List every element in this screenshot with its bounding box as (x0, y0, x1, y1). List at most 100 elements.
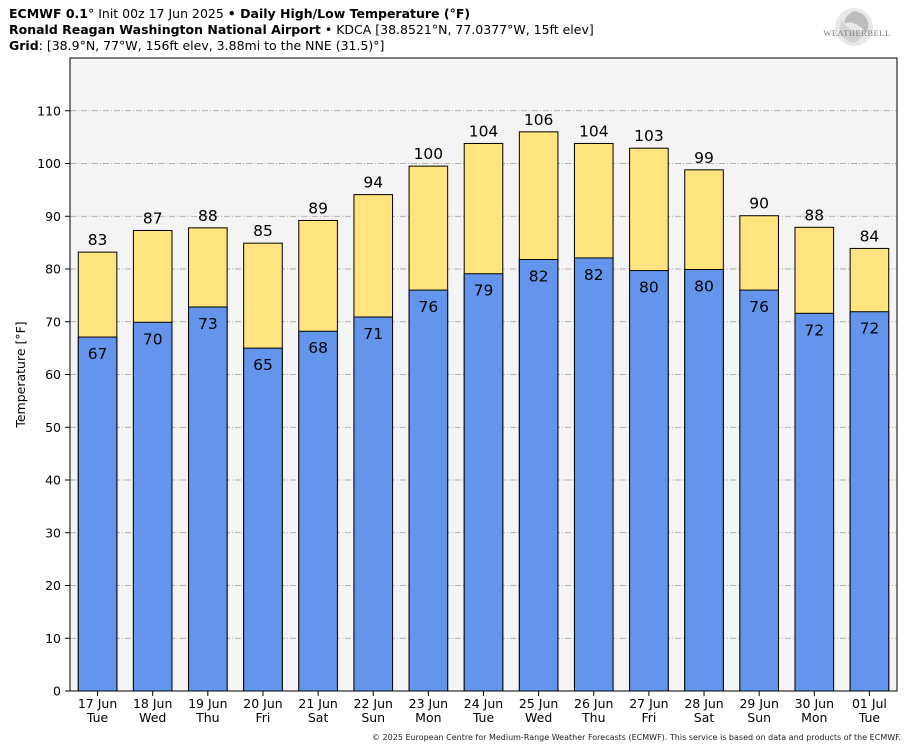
low-temp-bar (353, 316, 394, 692)
low-temp-bar (132, 321, 173, 692)
low-temp-label: 65 (253, 356, 273, 374)
low-temp-bar (573, 257, 614, 692)
y-axis: 0 10 20 30 40 50 60 70 80 90 100 110 (37, 103, 70, 699)
x-tick-day: Fri (641, 710, 656, 725)
init-time: Init 00z 17 Jun 2025 (94, 6, 228, 21)
x-tick-date: 26 Jun (574, 696, 613, 711)
y-tick-label: 10 (45, 631, 61, 646)
y-axis-label: Temperature [°F] (13, 321, 28, 428)
x-tick-date: 21 Jun (298, 696, 337, 711)
x-tick-day: Sun (747, 710, 771, 725)
x-tick-date: 28 Jun (684, 696, 723, 711)
high-temp-label: 87 (143, 209, 163, 227)
low-temp-label: 67 (88, 345, 108, 363)
low-temp-label: 80 (694, 278, 714, 296)
low-temp-bar (684, 269, 724, 692)
high-temp-label: 85 (253, 222, 273, 240)
x-tick-day: Fri (256, 710, 271, 725)
low-temp-bar (188, 306, 228, 692)
y-tick-label: 60 (45, 367, 61, 382)
x-tick-day: Tue (858, 710, 881, 725)
bar-layer (77, 131, 890, 692)
y-tick-label: 20 (45, 578, 61, 593)
low-temp-label: 73 (198, 315, 218, 333)
low-temp-label: 71 (363, 325, 383, 343)
logo-swirl-2 (839, 21, 864, 43)
y-tick-label: 90 (45, 209, 61, 224)
x-tick-date: 18 Jun (133, 696, 172, 711)
title-line-station: Ronald Reagan Washington National Airpor… (9, 22, 594, 38)
low-temp-label: 70 (143, 330, 163, 348)
x-tick-date: 17 Jun (78, 696, 117, 711)
high-temp-label: 90 (749, 195, 769, 213)
title-line-grid: Grid: [38.9°N, 77°W, 156ft elev, 3.88mi … (9, 38, 384, 54)
y-tick-label: 30 (45, 525, 61, 540)
x-tick-day: Mon (801, 710, 827, 725)
station-details: KDCA [38.8521°N, 77.0377°W, 15ft elev] (336, 22, 594, 37)
x-tick-date: 30 Jun (795, 696, 834, 711)
logo-swirl (844, 11, 869, 33)
low-temp-label: 76 (749, 298, 769, 316)
x-tick-day: Sat (308, 710, 329, 725)
x-tick-date: 23 Jun (409, 696, 448, 711)
low-temp-label: 68 (308, 339, 328, 357)
x-tick-date: 24 Jun (464, 696, 503, 711)
model-degree: ° (87, 6, 95, 21)
x-tick-date: 29 Jun (739, 696, 778, 711)
x-tick-date: 20 Jun (243, 696, 282, 711)
low-temp-label: 79 (474, 282, 494, 300)
y-tick-label: 40 (45, 473, 61, 488)
high-temp-label: 89 (308, 199, 328, 217)
product-name: Daily High/Low Temperature (°F) (235, 6, 471, 21)
low-temp-bar (463, 273, 504, 692)
low-temp-bar (243, 347, 283, 692)
low-temp-bar (794, 312, 835, 692)
weatherbell-logo: WEATHERBELL (823, 8, 890, 46)
x-tick-day: Thu (581, 710, 605, 725)
low-temp-label: 80 (639, 279, 659, 297)
y-tick-label: 0 (53, 684, 61, 699)
low-temp-bar (408, 289, 449, 692)
y-tick-label: 70 (45, 314, 61, 329)
low-temp-bar (298, 330, 338, 692)
high-temp-label: 103 (634, 127, 664, 145)
x-tick-date: 27 Jun (629, 696, 668, 711)
low-temp-label: 72 (804, 321, 824, 339)
logo-text: WEATHERBELL (823, 28, 890, 38)
model-name: ECMWF 0.1 (9, 6, 88, 21)
low-temp-label: 76 (418, 298, 438, 316)
low-temp-label: 82 (529, 268, 549, 286)
copyright-footer: © 2025 European Centre for Medium-Range … (372, 733, 901, 742)
grid-label: Grid (9, 38, 39, 53)
high-temp-label: 100 (414, 145, 444, 163)
x-tick-day: Mon (415, 710, 441, 725)
y-tick-label: 50 (45, 420, 61, 435)
high-temp-label: 106 (524, 111, 554, 129)
x-tick-day: Sat (694, 710, 715, 725)
grid-details: : [38.9°N, 77°W, 156ft elev, 3.88mi to t… (38, 38, 385, 53)
y-tick-label: 100 (37, 156, 61, 171)
low-temp-label: 82 (584, 266, 604, 284)
low-temp-label: 72 (860, 320, 880, 338)
x-tick-day: Sun (361, 710, 385, 725)
data-label-layer: 83 67 87 70 88 73 85 65 89 68 94 71 100 76 104 79 106 82 1… (88, 111, 880, 374)
high-temp-label: 104 (469, 122, 499, 140)
y-tick-label: 110 (37, 103, 61, 118)
station-separator: • (320, 22, 337, 37)
title-bullet: • (227, 6, 236, 21)
low-temp-bar (518, 259, 559, 692)
high-temp-label: 94 (363, 174, 383, 192)
high-temp-label: 83 (88, 231, 108, 249)
x-tick-day: Thu (195, 710, 219, 725)
x-tick-date: 01 Jul (852, 696, 887, 711)
x-tick-date: 19 Jun (188, 696, 227, 711)
low-temp-bar (739, 289, 779, 692)
x-tick-day: Tue (86, 710, 109, 725)
y-tick-label: 80 (45, 262, 61, 277)
high-temp-label: 88 (198, 207, 218, 225)
high-temp-label: 104 (579, 122, 609, 140)
x-tick-day: Tue (472, 710, 495, 725)
x-tick-date: 22 Jun (354, 696, 393, 711)
